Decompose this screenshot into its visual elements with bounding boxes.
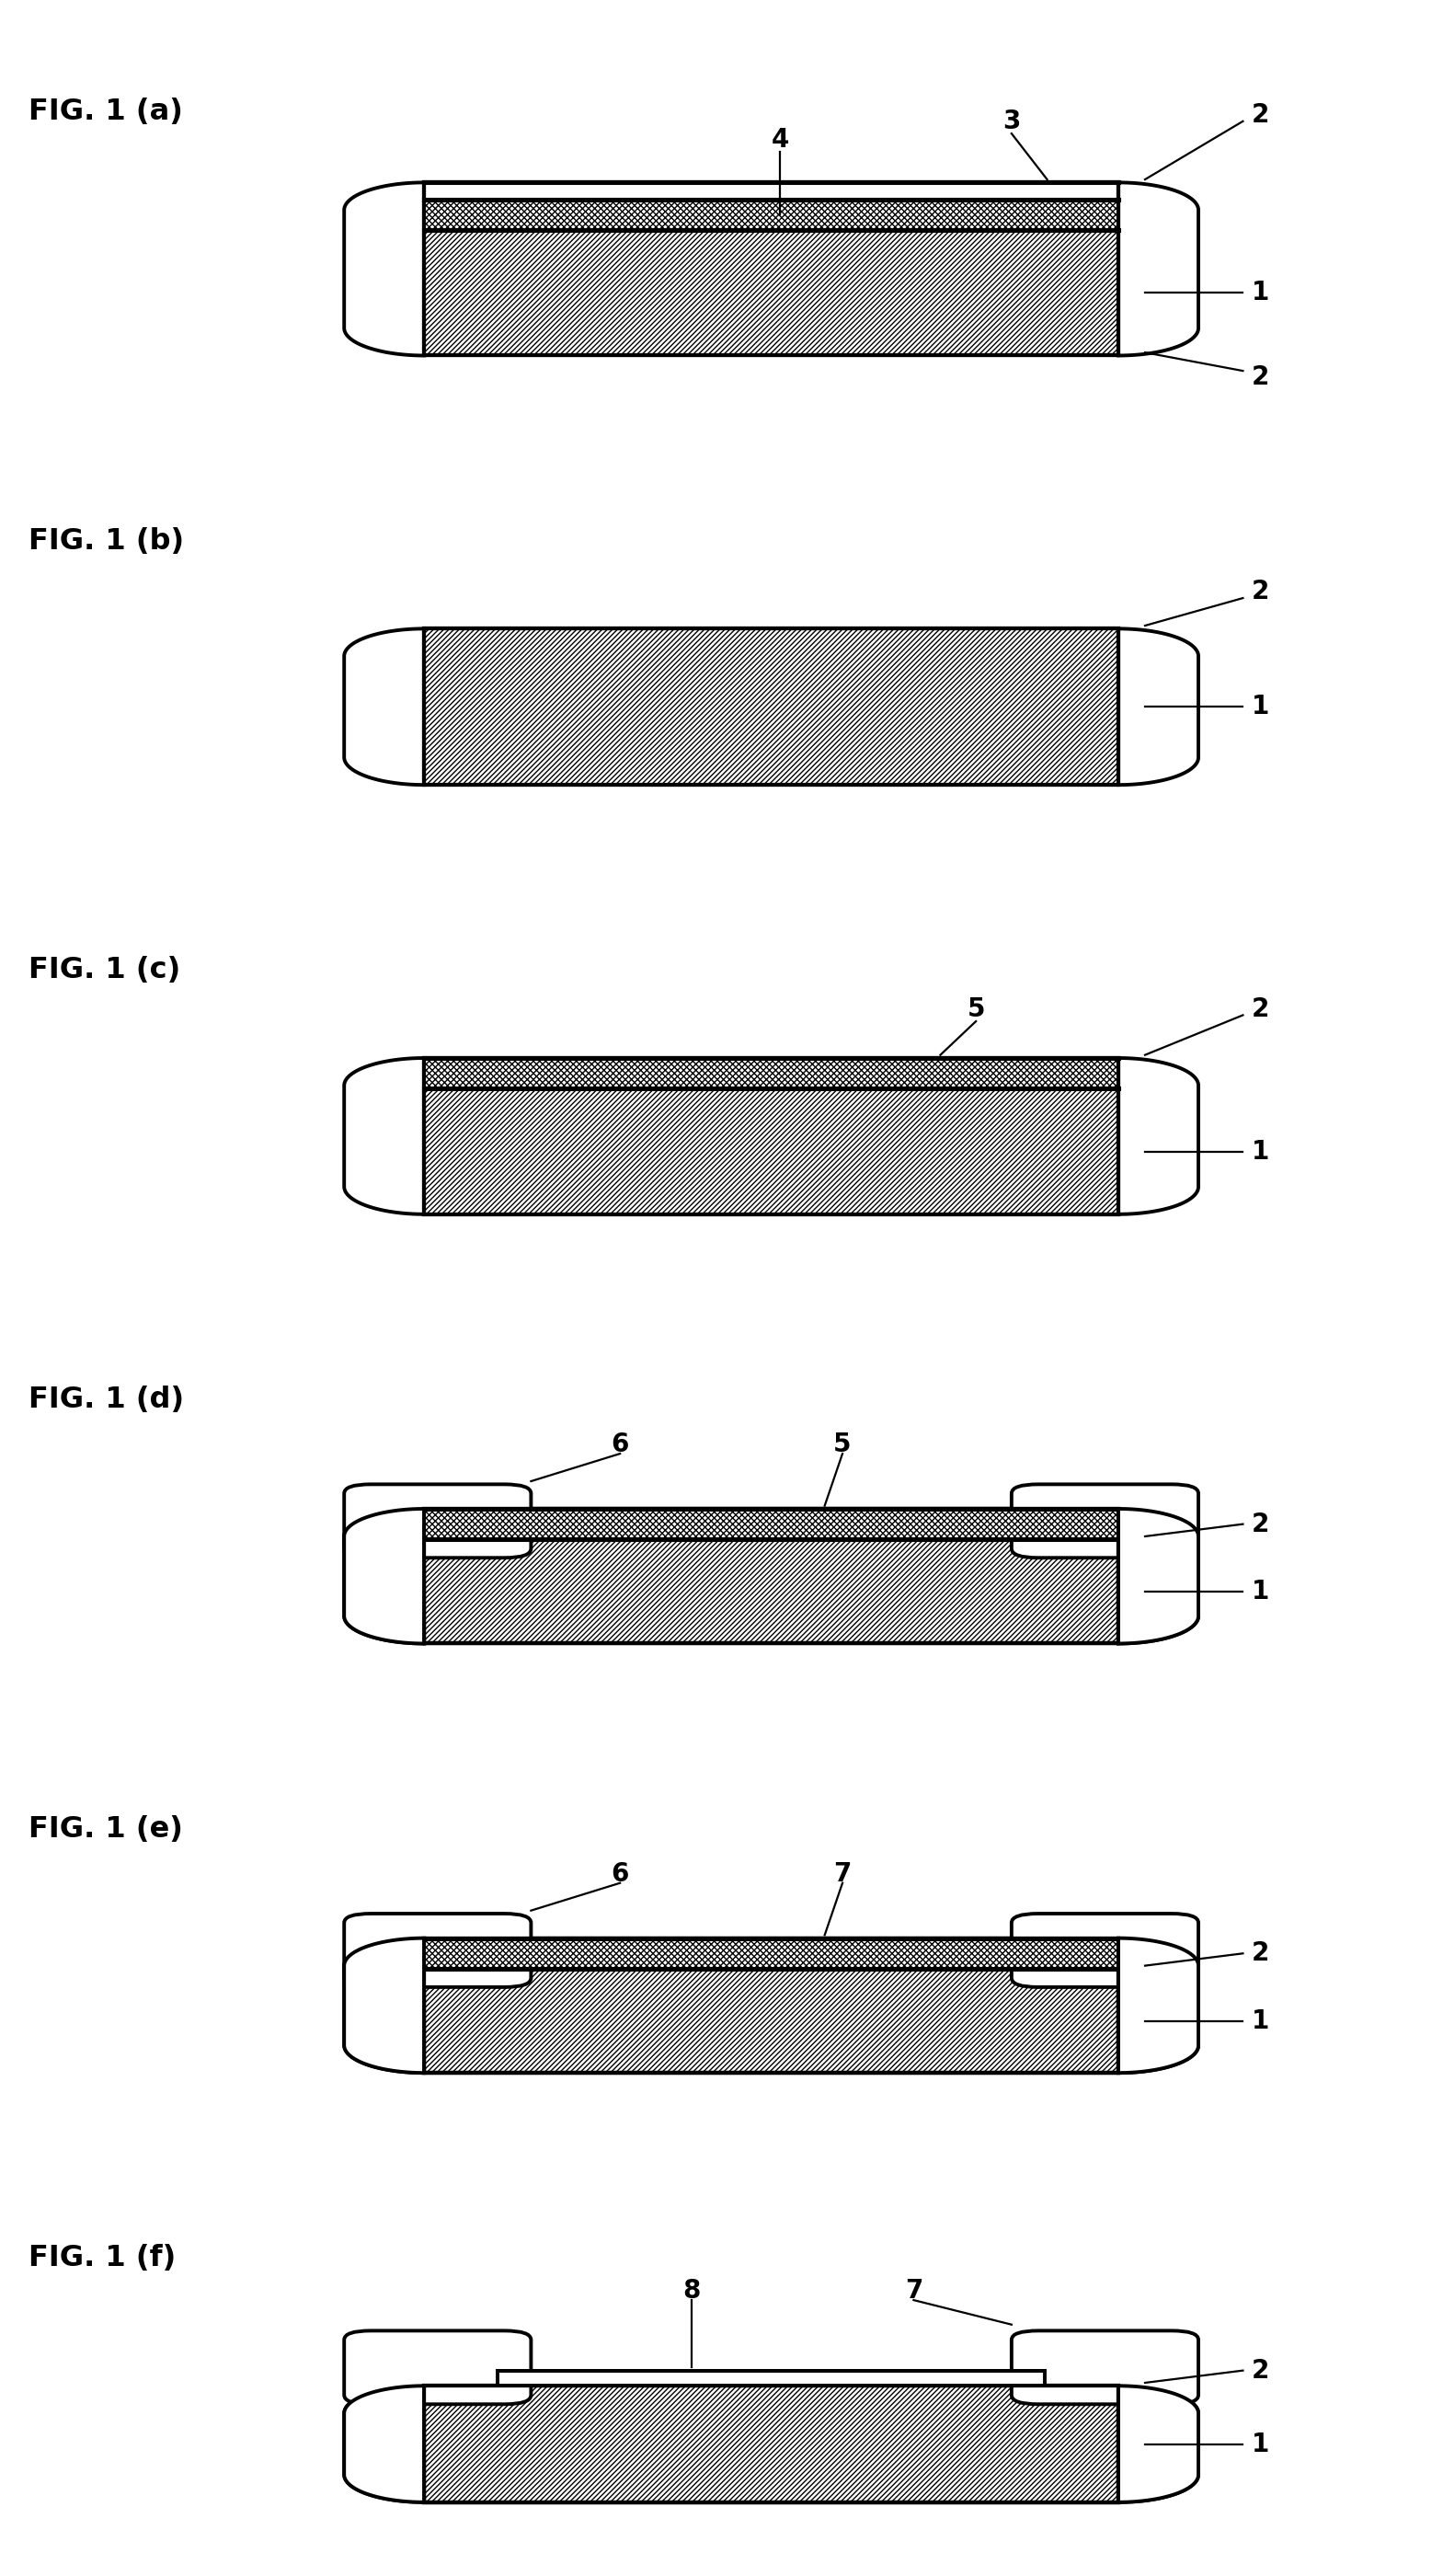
Bar [424, 1510, 1118, 1643]
Polygon shape [1118, 183, 1198, 355]
Text: 2: 2 [1251, 103, 1270, 129]
Text: 7: 7 [834, 1860, 851, 1886]
Bar [424, 1059, 1118, 1090]
Bar [498, 2370, 1045, 2385]
Text: 7: 7 [905, 2277, 922, 2303]
Polygon shape [1118, 1510, 1198, 1643]
Text: FIG. 1 (d): FIG. 1 (d) [29, 1386, 185, 1414]
Text: FIG. 1 (e): FIG. 1 (e) [29, 1816, 183, 1844]
Bar [424, 1937, 1118, 2074]
Bar [424, 629, 1118, 786]
Bar [424, 1510, 1118, 1540]
FancyBboxPatch shape [1012, 1914, 1198, 1986]
Polygon shape [343, 183, 424, 355]
Bar [424, 1510, 1118, 1643]
Text: 1: 1 [1253, 693, 1270, 719]
Polygon shape [1118, 2385, 1198, 2501]
Bar [424, 2385, 1118, 2501]
Polygon shape [343, 2385, 424, 2501]
FancyBboxPatch shape [1012, 2331, 1198, 2403]
Text: 8: 8 [683, 2277, 700, 2303]
Text: 5: 5 [834, 1432, 851, 1458]
Text: 4: 4 [771, 126, 789, 152]
FancyBboxPatch shape [343, 1914, 531, 1986]
Text: 6: 6 [610, 1432, 629, 1458]
Polygon shape [343, 1937, 424, 2074]
Text: 1: 1 [1253, 2432, 1270, 2458]
Bar [424, 1510, 1118, 1540]
Bar [424, 1968, 1118, 2074]
Text: 2: 2 [1251, 997, 1270, 1023]
Text: FIG. 1 (a): FIG. 1 (a) [29, 98, 183, 126]
Text: 5: 5 [967, 997, 986, 1023]
FancyBboxPatch shape [343, 2331, 531, 2403]
Bar [424, 1937, 1118, 1968]
Polygon shape [343, 1510, 424, 1643]
Polygon shape [343, 1937, 424, 2074]
Bar [424, 2385, 1118, 2501]
Text: 2: 2 [1251, 1940, 1270, 1965]
Text: FIG. 1 (c): FIG. 1 (c) [29, 956, 180, 984]
Bar [424, 229, 1118, 355]
Polygon shape [343, 1059, 424, 1213]
Polygon shape [1118, 1510, 1198, 1643]
Polygon shape [1118, 2385, 1198, 2501]
Text: 1: 1 [1253, 281, 1270, 307]
Bar [424, 198, 1118, 229]
Text: 6: 6 [610, 1860, 629, 1886]
Text: 1: 1 [1253, 1139, 1270, 1164]
Text: FIG. 1 (f): FIG. 1 (f) [29, 2244, 176, 2272]
Polygon shape [343, 2385, 424, 2501]
Text: 1: 1 [1253, 1579, 1270, 1605]
Bar [424, 1059, 1118, 1213]
Text: 2: 2 [1251, 2357, 1270, 2383]
Polygon shape [1118, 1937, 1198, 2074]
Polygon shape [343, 1510, 424, 1643]
Bar [424, 183, 1118, 355]
Polygon shape [1118, 1059, 1198, 1213]
Bar [424, 1937, 1118, 1968]
FancyBboxPatch shape [343, 1484, 531, 1558]
Text: 2: 2 [1251, 1512, 1270, 1538]
Bar [424, 629, 1118, 786]
Text: 2: 2 [1251, 363, 1270, 389]
Bar [424, 1937, 1118, 2074]
Polygon shape [343, 629, 424, 786]
Text: FIG. 1 (b): FIG. 1 (b) [29, 528, 185, 556]
Polygon shape [1118, 629, 1198, 786]
Text: 3: 3 [1003, 108, 1020, 134]
FancyBboxPatch shape [1012, 1484, 1198, 1558]
Bar [424, 1540, 1118, 1643]
Bar [424, 183, 1118, 198]
Bar [424, 2385, 1118, 2501]
Text: 1: 1 [1253, 2007, 1270, 2032]
Polygon shape [1118, 1937, 1198, 2074]
Bar [424, 1090, 1118, 1213]
Text: 2: 2 [1251, 580, 1270, 605]
